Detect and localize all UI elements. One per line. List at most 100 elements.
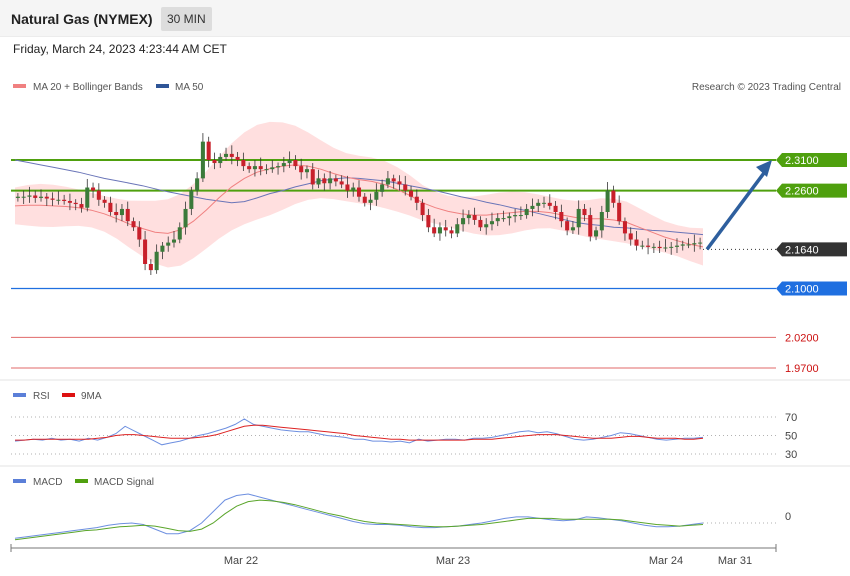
legend-ma20-label: MA 20 + Bollinger Bands (33, 82, 143, 93)
candle-body (507, 216, 512, 219)
candle-body (541, 202, 547, 204)
candle-body (663, 247, 668, 249)
candle-body (640, 245, 645, 247)
level-label: 2.0200 (785, 332, 819, 344)
level-tag (776, 281, 847, 296)
candle-body (131, 221, 136, 228)
candle-body (125, 208, 130, 222)
candle-body (634, 239, 639, 246)
candle-body (218, 156, 223, 164)
candle-body (356, 187, 362, 197)
candle-body (50, 198, 55, 200)
candle-body (15, 196, 20, 198)
candle-body (38, 196, 44, 198)
level-label: 2.2600 (785, 186, 819, 198)
candle-body (27, 195, 32, 197)
candle-body (108, 202, 113, 212)
candle-body (171, 239, 177, 243)
candle-body (351, 187, 356, 191)
candle-body (472, 215, 477, 220)
level-label: 2.1640 (785, 244, 819, 256)
macd-signal-line (14, 499, 704, 541)
candle-body (692, 243, 697, 245)
candle-body (443, 227, 448, 231)
candle-body (391, 178, 396, 182)
candle-body (154, 251, 159, 271)
candle-body (576, 208, 581, 228)
candle-body (183, 208, 188, 228)
candle-body (287, 160, 292, 164)
candle-body (247, 166, 252, 170)
legend-swatch-ma50 (156, 84, 169, 88)
candle-body (281, 163, 286, 167)
candle-body (333, 178, 338, 182)
candle-body (461, 218, 466, 225)
macd-y-tick: 0 (785, 511, 791, 523)
legend-swatch-rsi-ma (62, 393, 75, 397)
candle-body (513, 215, 518, 217)
chart-header: Natural Gas (NYMEX) 30 MIN (0, 0, 850, 37)
candle-body (501, 218, 506, 220)
candle-body (611, 190, 616, 203)
candle-body (651, 246, 656, 248)
candle-body (559, 212, 564, 222)
candle-body (102, 199, 107, 203)
candle-body (530, 205, 535, 209)
candle-body (680, 244, 685, 246)
level-label: 2.3100 (785, 155, 819, 167)
legend-rsi-label: RSI (33, 391, 50, 402)
x-tick-label: Mar 23 (436, 555, 470, 567)
candle-body (44, 196, 49, 199)
candle-body (264, 169, 269, 171)
candle-body (224, 153, 229, 157)
macd-line (14, 493, 704, 539)
main-legend: MA 20 + Bollinger Bands MA 50 (13, 82, 204, 93)
candle-body (594, 230, 599, 237)
candle-body (345, 184, 350, 191)
candle-body (316, 178, 321, 185)
candle-body (489, 221, 494, 225)
candle-body (235, 156, 240, 160)
legend-swatch-ma20 (13, 84, 26, 88)
candle-body (536, 202, 541, 206)
candle-body (304, 169, 309, 173)
forecast-arrow-head (756, 160, 772, 177)
level-label: 1.9700 (785, 363, 819, 375)
x-tick-label: Mar 31 (718, 555, 752, 567)
rsi-y-tick: 50 (785, 431, 797, 443)
candle-body (646, 245, 651, 247)
candle-body (657, 246, 662, 249)
candle-body (669, 246, 674, 248)
level-labels: 2.3100 2.2600 2.1640 2.1000 2.0200 1.9700 (776, 153, 847, 375)
candle-body (582, 208, 587, 216)
candle-body (466, 215, 471, 219)
candle-body (148, 264, 153, 271)
rsi-panel: 70 50 30 (11, 412, 797, 461)
candle-body (143, 239, 148, 264)
candle-body (270, 167, 275, 170)
candle-body (166, 242, 171, 246)
candle-body (339, 181, 344, 185)
candle-body (565, 221, 570, 231)
candle-body (518, 215, 523, 217)
candle-body (374, 191, 379, 200)
level-label: 2.1000 (785, 283, 819, 295)
candle-body (628, 233, 633, 240)
candle-body (21, 196, 26, 198)
instrument-title: Natural Gas (NYMEX) (11, 11, 153, 27)
timeframe-badge[interactable]: 30 MIN (161, 7, 212, 31)
candle-body (397, 181, 402, 185)
candle-body (455, 224, 460, 234)
legend-rsi-ma-label: 9MA (81, 391, 102, 402)
x-tick-label: Mar 22 (224, 555, 258, 567)
forecast-arrow (705, 160, 772, 251)
candle-body (426, 215, 431, 228)
candle-body (85, 187, 90, 208)
candle-body (276, 166, 281, 168)
credit-text: Research © 2023 Trading Central (692, 82, 841, 93)
timestamp-line: Friday, March 24, 2023 4:23:44 AM CET (13, 42, 227, 56)
rsi-y-tick: 70 (785, 412, 797, 424)
candle-body (33, 195, 38, 198)
candle-body (96, 190, 101, 200)
